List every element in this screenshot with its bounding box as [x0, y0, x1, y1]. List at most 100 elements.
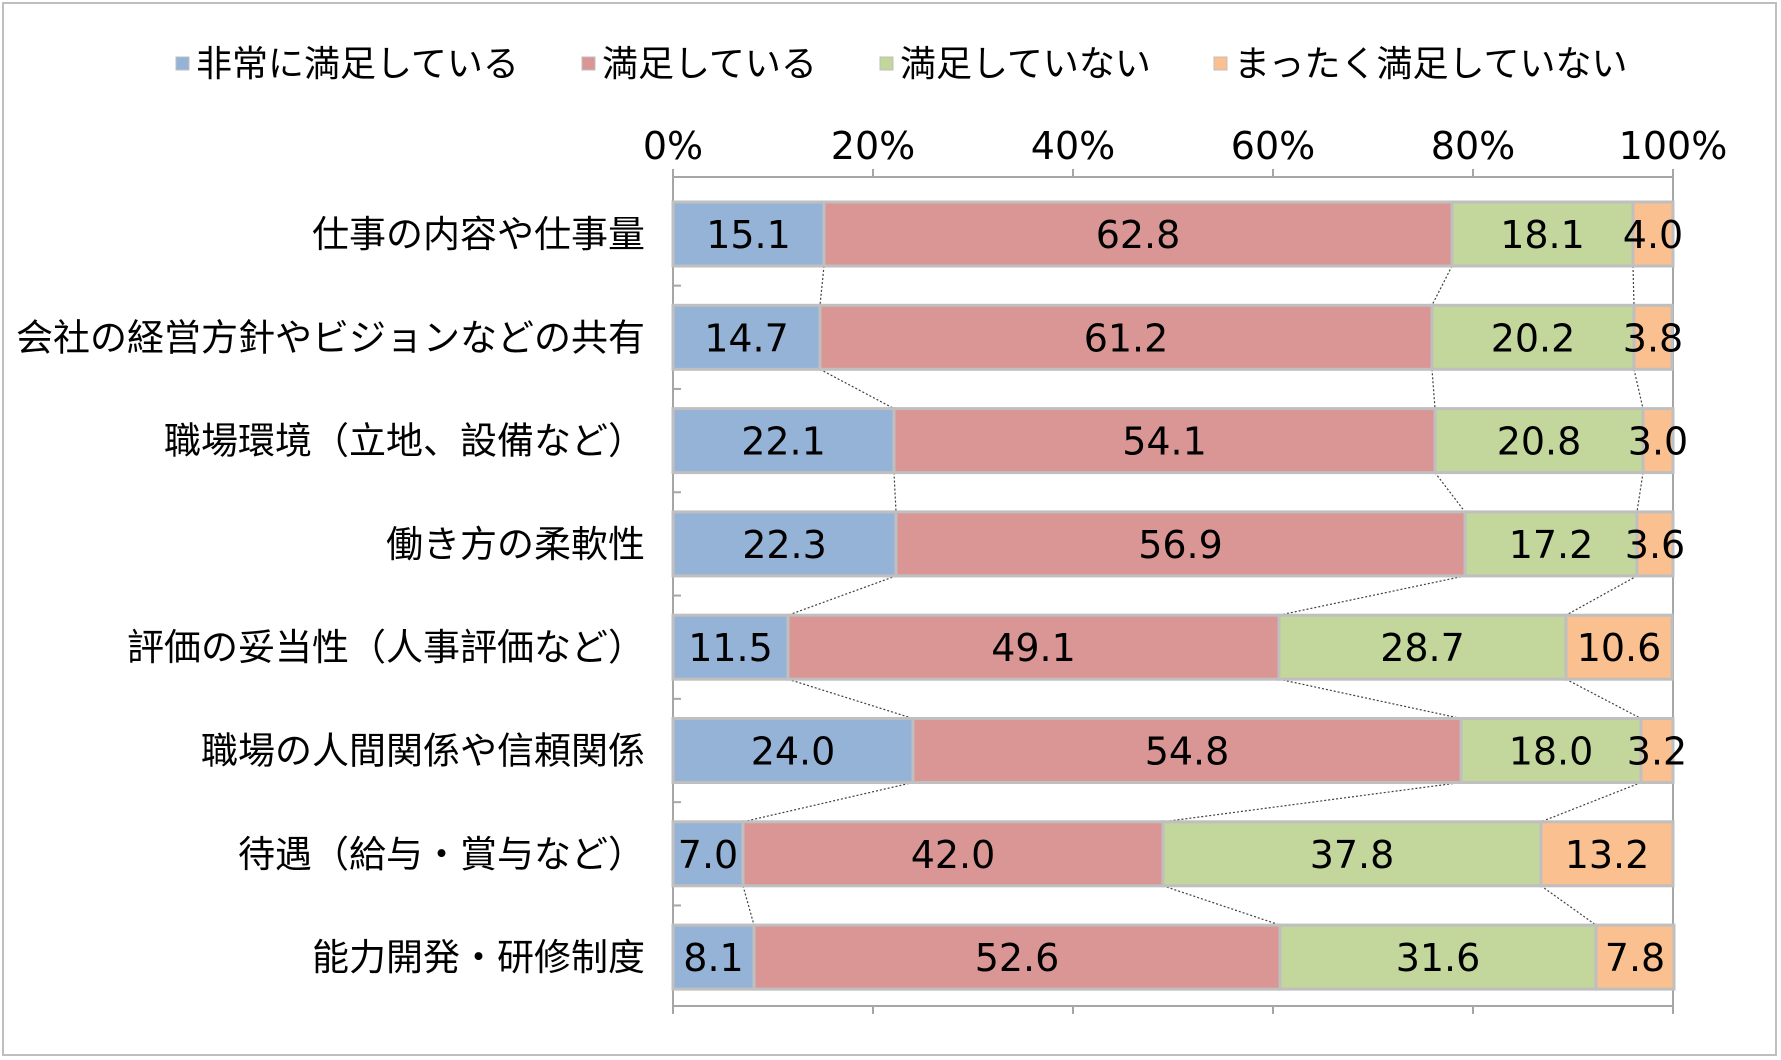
category-label: 職場の人間関係や信頼関係 — [201, 730, 645, 773]
bar-segment — [1594, 923, 1676, 991]
series-lines — [742, 265, 1644, 926]
legend-swatch-1 — [175, 56, 190, 71]
series-line — [1636, 472, 1644, 512]
data-label: 22.1 — [741, 420, 826, 464]
data-label: 31.6 — [1396, 936, 1481, 980]
data-label: 17.2 — [1509, 523, 1594, 567]
series-line — [1565, 678, 1642, 720]
series-line — [819, 265, 825, 306]
category-label: 仕事の内容や仕事量 — [312, 213, 645, 256]
data-label: 56.9 — [1138, 523, 1223, 567]
legend-label-3: 満足していない — [900, 44, 1151, 85]
series-line — [1278, 678, 1462, 720]
bar-segment — [822, 200, 1454, 268]
x-tick-label: 20% — [831, 124, 915, 168]
legend: 非常に満足している 満足している 満足していない まったく満足していない — [175, 44, 1627, 85]
x-tick-label: 80% — [1431, 124, 1515, 168]
data-label: 24.0 — [751, 730, 836, 774]
series-line — [1431, 369, 1436, 409]
series-line — [1633, 369, 1644, 409]
data-label: 8.1 — [683, 936, 743, 980]
category-label: 職場環境（立地、設備など） — [164, 420, 645, 463]
bar-segment — [1564, 613, 1674, 681]
plot-area — [671, 200, 1676, 991]
data-label: 4.0 — [1623, 213, 1683, 257]
bar-segment — [671, 200, 826, 268]
bar-segment — [671, 820, 745, 888]
series-line — [1431, 265, 1453, 306]
data-label: 7.8 — [1605, 936, 1665, 980]
bar-segment — [671, 613, 790, 681]
series-line — [1540, 885, 1597, 926]
data-label: 3.0 — [1628, 420, 1688, 464]
legend-label-1: 非常に満足している — [196, 44, 519, 85]
data-label: 52.6 — [975, 936, 1060, 980]
data-label: 49.1 — [991, 626, 1076, 670]
legend-swatch-2 — [581, 56, 596, 71]
data-label: 7.0 — [678, 833, 738, 877]
data-labels: 15.1 62.8 18.1 4.0 14.7 61.2 20.2 3.8 22.1 54.1 20… — [678, 213, 1688, 980]
series-line — [1434, 472, 1466, 513]
bar-segment — [894, 510, 1467, 578]
x-tick-label: 100% — [1619, 124, 1728, 168]
bar-segment — [1631, 200, 1675, 268]
bar-segment — [1641, 407, 1675, 475]
bar-segment — [1161, 820, 1543, 888]
data-label: 10.6 — [1577, 626, 1662, 670]
category-label: 会社の経営方針やビジョンなどの共有 — [16, 316, 645, 359]
x-tick-label: 0% — [643, 124, 703, 168]
bar-segment — [1277, 613, 1568, 681]
bar-segment — [1632, 303, 1674, 371]
data-label: 20.2 — [1491, 316, 1576, 360]
series-line — [1162, 885, 1281, 926]
category-label: 待遇（給与・賞与など） — [238, 833, 645, 876]
x-tick-label: 60% — [1231, 124, 1315, 168]
bar-segment — [1433, 407, 1645, 475]
data-label: 37.8 — [1310, 833, 1395, 877]
data-label: 3.8 — [1623, 316, 1683, 360]
data-label: 18.0 — [1509, 730, 1594, 774]
series-line — [787, 575, 897, 616]
data-label: 18.1 — [1500, 213, 1585, 257]
bar-segment — [1635, 510, 1675, 578]
stacked-bar-chart: 非常に満足している 満足している 満足していない まったく満足していない 0% 20% 4… — [16, 44, 1727, 1014]
data-label: 61.2 — [1084, 316, 1169, 360]
bar-segment — [671, 717, 915, 784]
bar-segment — [1278, 923, 1598, 991]
bar-segment — [741, 820, 1165, 888]
data-label: 15.1 — [706, 213, 791, 257]
data-label: 62.8 — [1096, 213, 1181, 257]
data-label: 54.8 — [1145, 730, 1230, 774]
bar-segment — [1639, 717, 1675, 784]
category-label: 評価の妥当性（人事評価など） — [127, 626, 645, 669]
series-line — [1278, 575, 1466, 616]
series-line — [1540, 781, 1642, 823]
data-label: 20.8 — [1497, 420, 1582, 464]
series-line — [893, 472, 897, 512]
bar-segment — [892, 407, 1437, 475]
legend-swatch-3 — [879, 56, 894, 71]
x-axis: 0% 20% 40% 60% 80% 100% — [643, 124, 1727, 1014]
series-line — [787, 678, 914, 720]
bar-segment — [911, 717, 1463, 784]
bar-segment — [1463, 510, 1639, 578]
series-line — [742, 781, 914, 823]
bar-segment — [1539, 820, 1675, 888]
legend-label-4: まったく満足していない — [1234, 44, 1627, 85]
data-label: 11.5 — [688, 626, 773, 670]
data-label: 3.6 — [1625, 523, 1685, 567]
bar-segment — [1430, 303, 1636, 371]
series-line — [1632, 265, 1635, 306]
bar-segment — [671, 923, 756, 991]
series-line — [1565, 575, 1638, 616]
data-label: 42.0 — [911, 833, 996, 877]
series-line — [819, 368, 895, 410]
series-line — [1162, 781, 1462, 823]
category-label: 働き方の柔軟性 — [386, 523, 645, 566]
x-tick-label: 40% — [1031, 124, 1115, 168]
data-label: 14.7 — [704, 316, 789, 360]
data-label: 3.2 — [1627, 730, 1687, 774]
data-label: 13.2 — [1565, 833, 1650, 877]
